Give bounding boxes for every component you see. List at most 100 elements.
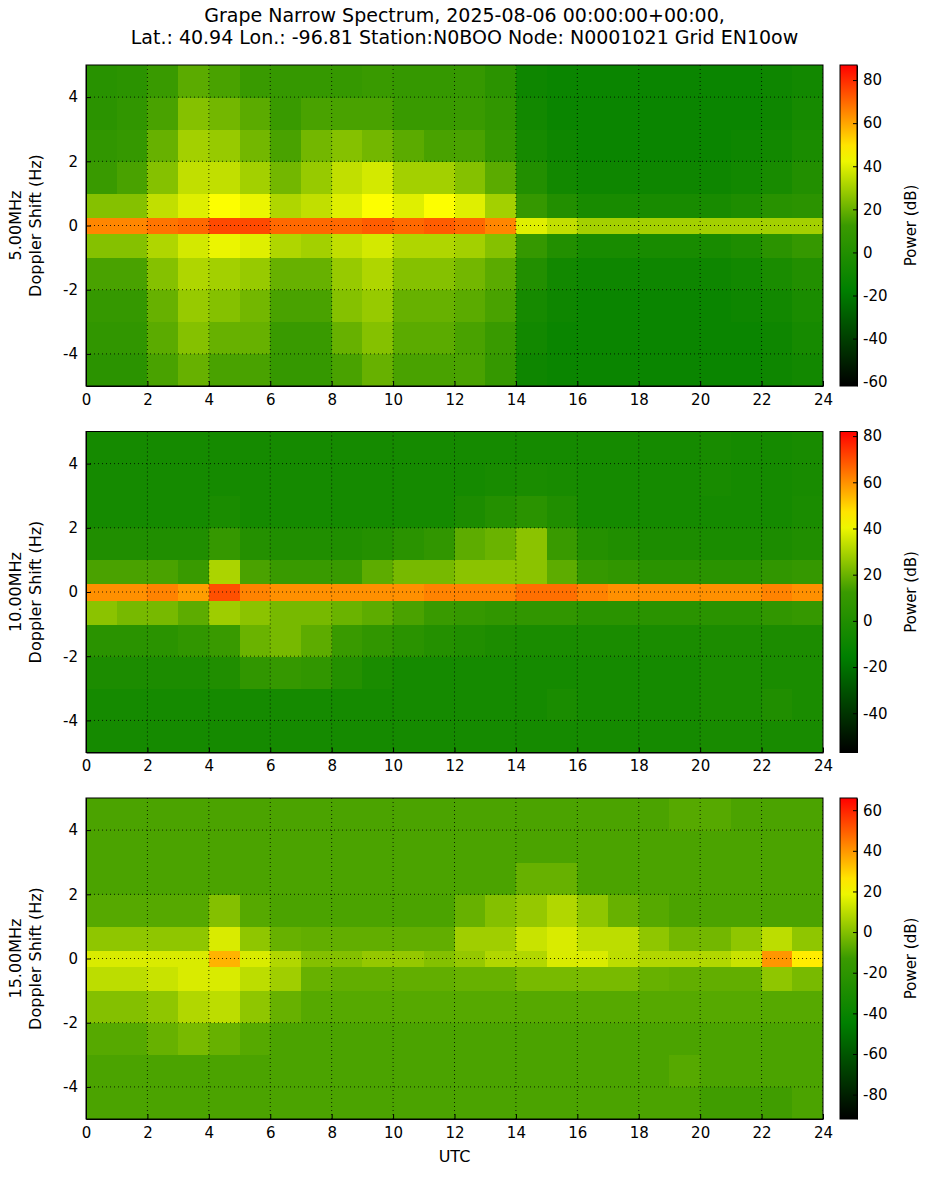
grid: [86, 432, 823, 753]
tick-mark: [853, 528, 857, 529]
cell: [147, 894, 178, 927]
cell: [731, 258, 762, 291]
grid-line: [331, 65, 332, 386]
cell: [209, 432, 240, 465]
cell: [516, 97, 547, 130]
cell: [147, 656, 178, 689]
cell: [178, 322, 209, 355]
tick-mark: [853, 1095, 857, 1096]
cell: [86, 193, 117, 218]
tick: 60: [853, 801, 882, 819]
tick-label: -60: [863, 373, 888, 391]
cell: [762, 560, 793, 585]
cell: [485, 432, 516, 465]
cell: [547, 720, 578, 752]
cell: [455, 991, 486, 1024]
cell: [86, 624, 117, 657]
cell: [362, 950, 393, 967]
cell: [209, 926, 240, 951]
cell: [700, 991, 731, 1024]
tick: 4: [68, 455, 91, 473]
tick-mark: [853, 713, 857, 714]
cell: [301, 234, 332, 259]
grid-line: [147, 65, 148, 386]
cell: [608, 65, 639, 98]
cell: [270, 1087, 301, 1119]
cell: [301, 161, 332, 194]
cell: [86, 234, 117, 259]
y-axis-title: 10.00MHz: [6, 552, 25, 632]
grid-line: [577, 432, 578, 753]
grid-line: [86, 463, 823, 464]
cell: [639, 830, 670, 863]
cell: [147, 354, 178, 386]
cell: [86, 894, 117, 927]
cell: [393, 322, 424, 355]
tick-label: 4: [68, 455, 78, 473]
cell: [209, 258, 240, 291]
cell: [669, 129, 700, 162]
tick-label: 4: [205, 757, 215, 775]
cell: [332, 720, 363, 752]
y-axis-title: 5.00MHz: [6, 191, 25, 261]
cell: [762, 798, 793, 831]
y-axis: -4-2024: [63, 66, 91, 387]
cell: [577, 1087, 608, 1119]
cell: [178, 290, 209, 323]
cell: [240, 894, 271, 927]
cell: [669, 862, 700, 895]
cell: [117, 720, 148, 752]
cell: [301, 798, 332, 831]
cell: [669, 496, 700, 529]
cell: [393, 1023, 424, 1056]
cell: [669, 193, 700, 218]
cell: [547, 129, 578, 162]
axis-line: [857, 799, 858, 1120]
cell: [455, 560, 486, 585]
tick-mark: [393, 1114, 394, 1119]
cell: [209, 129, 240, 162]
cell: [332, 656, 363, 689]
tick: 14: [507, 1114, 526, 1142]
cell: [485, 129, 516, 162]
cell: [762, 991, 793, 1024]
cell: [178, 991, 209, 1024]
cell: [608, 624, 639, 657]
cell: [455, 354, 486, 386]
cell: [547, 894, 578, 927]
y-axis-title: Doppler Shift (Hz): [26, 521, 45, 664]
tick-mark: [86, 464, 91, 465]
grid-line: [147, 798, 148, 1119]
cell: [393, 129, 424, 162]
cell: [209, 65, 240, 98]
tick: 40: [853, 842, 882, 860]
cell: [639, 926, 670, 951]
tick-label: 22: [753, 391, 772, 409]
cell: [700, 258, 731, 291]
cell: [393, 432, 424, 465]
cell: [362, 97, 393, 130]
tick-mark: [147, 748, 148, 753]
cell: [700, 1087, 731, 1119]
cell: [393, 967, 424, 992]
tick-label: -2: [63, 1014, 78, 1032]
cell: [240, 432, 271, 465]
cell: [669, 967, 700, 992]
cell: [424, 830, 455, 863]
cell: [147, 926, 178, 951]
cell: [762, 65, 793, 98]
cell: [485, 217, 516, 234]
tick-mark: [393, 748, 394, 753]
cell: [669, 926, 700, 951]
cell: [362, 967, 393, 992]
cell: [792, 624, 823, 657]
tick: 4: [205, 381, 215, 409]
cell: [147, 217, 178, 234]
cell: [762, 830, 793, 863]
cell: [86, 720, 117, 752]
tick-mark: [853, 166, 857, 167]
plot-frame: [86, 65, 823, 386]
cell: [547, 926, 578, 951]
cell: [362, 290, 393, 323]
cell: [700, 496, 731, 529]
